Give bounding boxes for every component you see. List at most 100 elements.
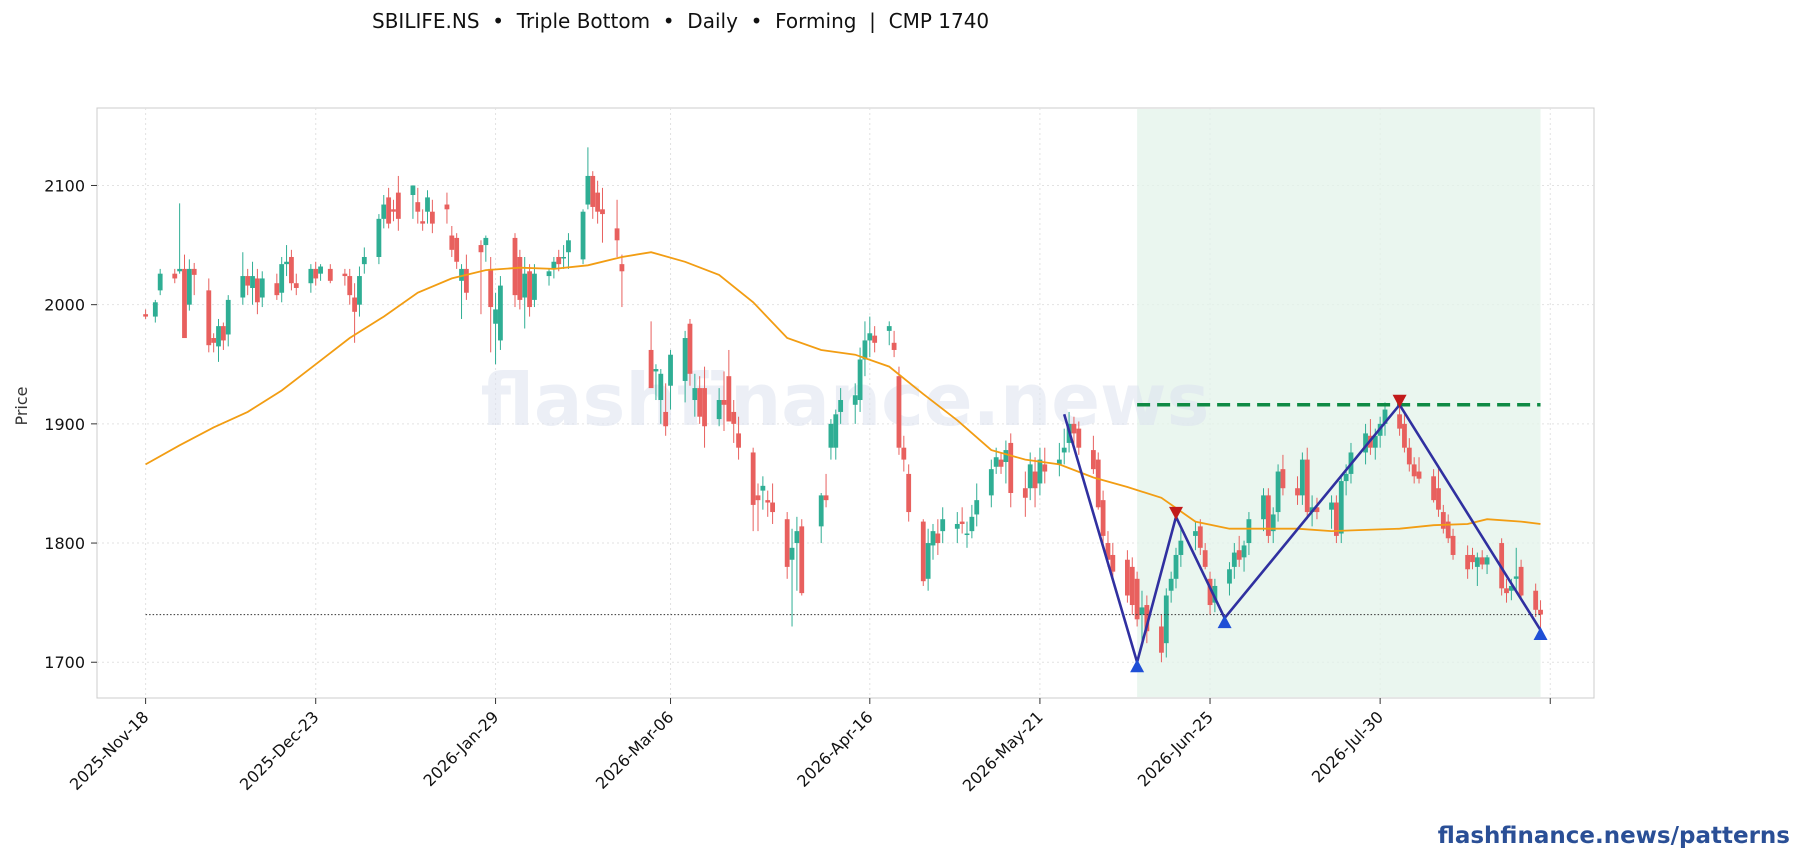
candle-body [177,268,183,272]
candle [1003,440,1009,484]
candle [930,523,936,560]
candle [1241,540,1247,572]
candle [682,330,688,403]
candle-body [1533,590,1539,610]
candle-body [799,526,805,594]
candle-body [454,237,460,262]
peak-marker [1169,506,1184,520]
candle-body [1295,488,1300,496]
candle-body [862,340,868,360]
candle [580,209,586,265]
candle-body [828,423,834,448]
candle [1265,488,1271,544]
candle-body [1402,423,1407,448]
y-tick-label: 1800 [44,534,85,553]
candle-body [988,469,994,496]
footer-link[interactable]: flashfinance.news/patterns [1438,823,1790,849]
candle [420,209,426,231]
candle-body [512,237,518,296]
candle [1159,614,1164,663]
candle [1479,550,1485,570]
candle-body [376,218,382,257]
candle [1338,476,1344,544]
candle [1406,438,1412,472]
candle-body [585,175,591,205]
watermark: flashfinance.news [481,358,1210,442]
candle [906,464,912,522]
pattern-zone [1137,109,1541,697]
candle-body [1299,459,1305,496]
candle-body [551,261,557,269]
candle-body [668,354,673,386]
candle [1304,447,1310,520]
candle-body [1071,423,1077,434]
candle-body [818,495,824,527]
candle-body [488,268,494,308]
candle [838,388,844,424]
candle [1474,552,1480,586]
candle-body [259,278,265,298]
candle-body [1363,433,1368,453]
candle [595,180,601,224]
candle [391,199,396,222]
candle-body [1406,447,1412,465]
candle [517,249,523,310]
candle-body [1139,607,1145,615]
candle-body [206,290,212,346]
candle-body [692,388,698,401]
candle [1504,578,1509,603]
candle-body [1343,473,1349,482]
candle-body [896,376,902,448]
candle-body [546,271,552,277]
candle-body [1212,585,1218,603]
candle [186,259,192,311]
candle-body [1314,507,1320,513]
candle-body [682,338,688,381]
candle [225,295,231,347]
candle-body [186,268,192,305]
candle [313,261,319,286]
candle-body [182,268,187,339]
candle-body [1144,605,1150,632]
candle-body [1241,545,1247,558]
y-tick-label: 1900 [44,415,85,434]
candle [940,507,946,544]
candle [1246,512,1252,555]
candle-body [872,335,878,343]
candle-body [901,447,907,460]
candle-body [483,237,489,246]
candle-body [590,175,596,207]
candle-body [867,333,873,341]
candle-body [1110,554,1116,572]
candle-body [152,302,158,317]
candle [750,447,756,532]
candle [357,266,362,317]
candle [245,268,251,296]
candle-body [750,452,756,505]
y-tick-label: 2000 [44,296,85,315]
candle-body [1105,543,1111,560]
candle [498,276,503,350]
candle [1445,514,1451,544]
candle [852,383,858,424]
candle-body [1431,476,1437,501]
candle [1032,457,1038,508]
candle-body [220,326,226,341]
candle-body [964,533,970,536]
candle [935,519,941,555]
candle [726,349,732,422]
candle [1202,543,1208,570]
candle [1163,588,1169,658]
candle-body [1411,464,1417,477]
candle-body [357,276,362,305]
candle-body [313,268,319,279]
candle [327,264,333,284]
candle [1008,433,1014,508]
candle-body [823,495,829,501]
candle [191,262,197,296]
candle-body [245,276,251,286]
candle-body [1275,471,1281,513]
x-tick-label: 2026-Jul-30 [1308,707,1387,786]
candle-body [1329,502,1334,510]
candle-body [449,235,455,250]
